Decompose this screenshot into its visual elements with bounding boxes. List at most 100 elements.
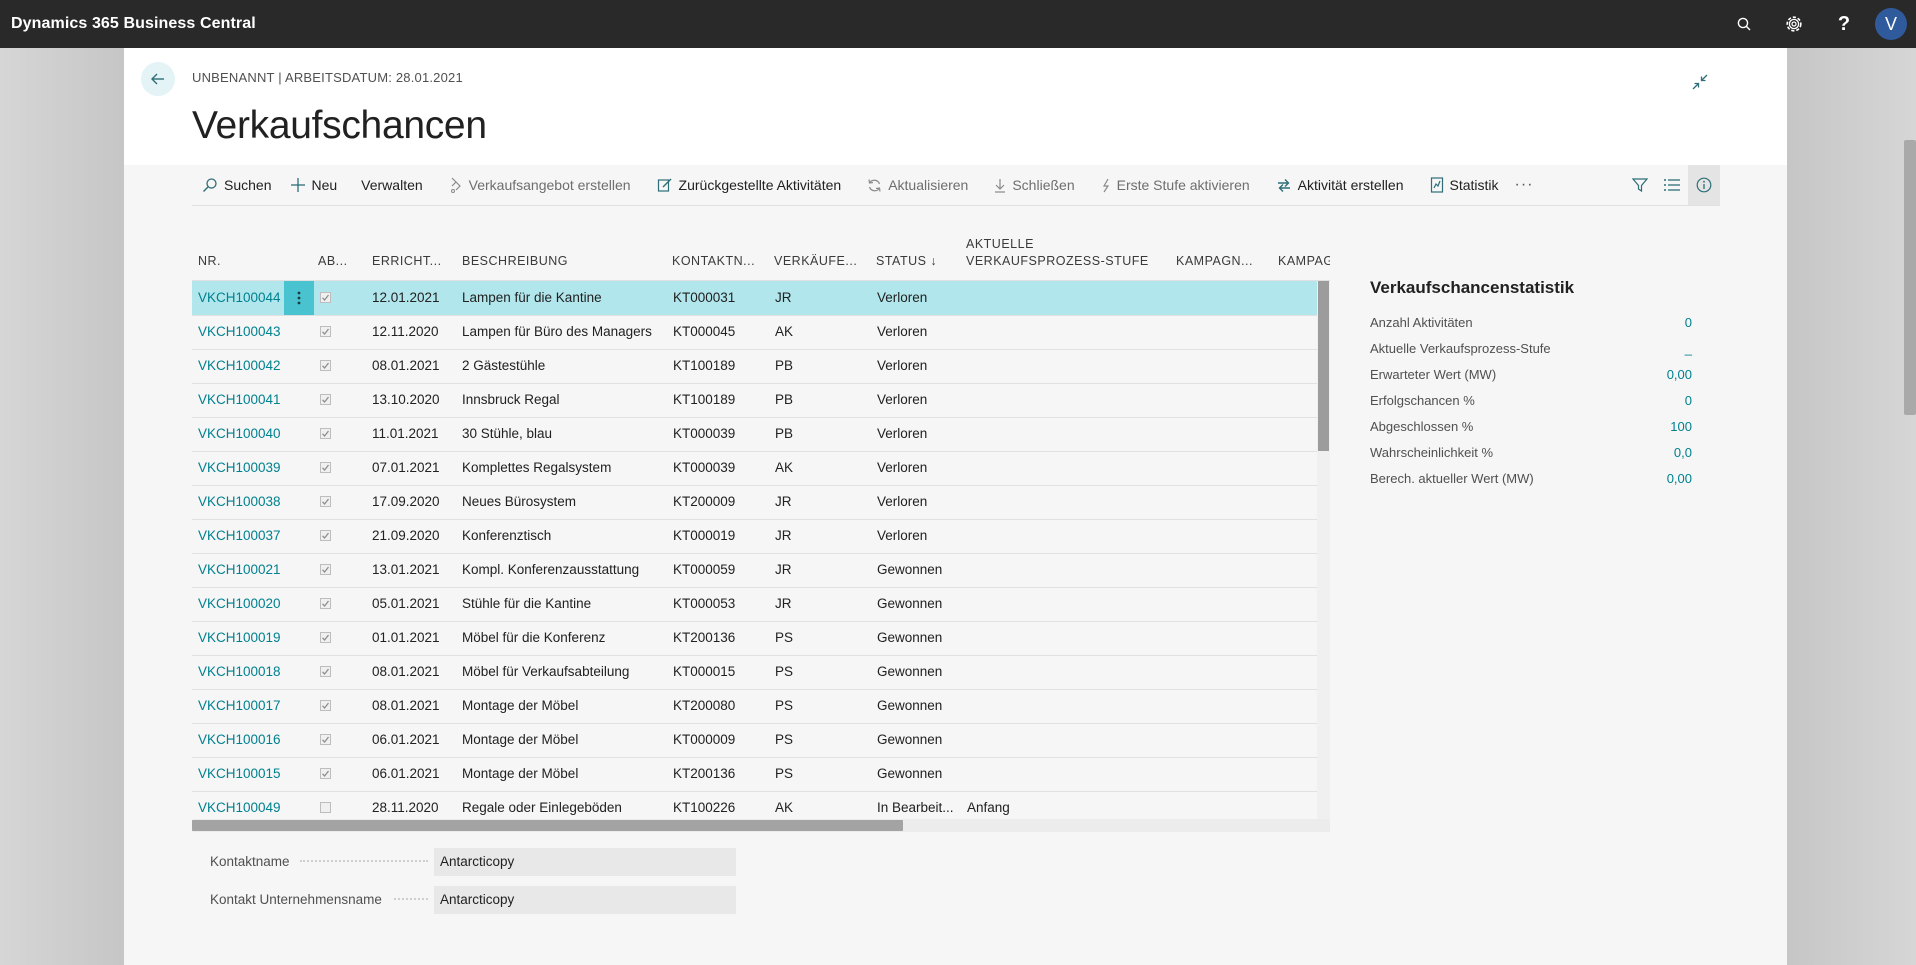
cell-opportunity-no-link[interactable]: VKCH100039: [198, 460, 281, 475]
contact-name-value[interactable]: Antarcticopy: [434, 848, 736, 876]
closed-checkbox[interactable]: [320, 564, 331, 575]
table-row[interactable]: VKCH100017 08.01.2021 Montage der Möbel KT2…: [192, 689, 1317, 724]
cell-opportunity-no-link[interactable]: VKCH100016: [198, 732, 281, 747]
cell-opportunity-no-link[interactable]: VKCH100019: [198, 630, 281, 645]
cell-opportunity-no-link[interactable]: VKCH100021: [198, 562, 281, 577]
cell-opportunity-no-link[interactable]: VKCH100037: [198, 528, 281, 543]
contact-company-value[interactable]: Antarcticopy: [434, 886, 736, 914]
table-row[interactable]: VKCH100041 13.10.2020 Innsbruck Regal KT100…: [192, 383, 1317, 418]
cell-status: Gewonnen: [877, 562, 943, 577]
table-row[interactable]: VKCH100021 13.01.2021 Kompl. Konferenzauss…: [192, 553, 1317, 588]
close-action[interactable]: Schließen: [978, 165, 1084, 205]
table-horizontal-scrollbar[interactable]: [192, 820, 903, 831]
cell-created-date: 08.01.2021: [372, 358, 440, 373]
cell-opportunity-no-link[interactable]: VKCH100041: [198, 392, 281, 407]
cell-opportunity-no-link[interactable]: VKCH100017: [198, 698, 281, 713]
create-quote-action[interactable]: Verkaufsangebot erstellen: [433, 165, 641, 205]
settings-gear-icon[interactable]: [1769, 0, 1819, 48]
table-row[interactable]: VKCH100038 17.09.2020 Neues Bürosystem KT20…: [192, 485, 1317, 520]
help-icon[interactable]: ?: [1819, 0, 1869, 48]
collapse-button[interactable]: [1687, 69, 1713, 95]
cell-opportunity-no-link[interactable]: VKCH100042: [198, 358, 281, 373]
table-row[interactable]: VKCH100049 28.11.2020 Regale oder Einlegeb…: [192, 791, 1317, 819]
table-row[interactable]: VKCH100042 08.01.2021 2 Gästestühle KT10018…: [192, 349, 1317, 384]
closed-checkbox[interactable]: [320, 530, 331, 541]
closed-checkbox[interactable]: [320, 632, 331, 643]
table-row[interactable]: VKCH100037 21.09.2020 Konferenztisch KT0000…: [192, 519, 1317, 554]
column-header-campaign[interactable]: KAMPAGN...: [1176, 254, 1254, 268]
cell-created-date: 17.09.2020: [372, 494, 440, 509]
list-view-button[interactable]: [1656, 165, 1688, 205]
closed-checkbox[interactable]: [320, 666, 331, 677]
factbox-item-value[interactable]: 0,00: [1666, 471, 1692, 486]
column-header-campaign-2[interactable]: KAMPAGNE: [1278, 254, 1330, 268]
cell-opportunity-no-link[interactable]: VKCH100018: [198, 664, 281, 679]
row-actions-button[interactable]: [284, 281, 314, 315]
column-header-nr[interactable]: NR.: [198, 254, 222, 268]
check-icon: [322, 634, 330, 641]
column-header-closed[interactable]: AB...: [318, 254, 348, 268]
table-row[interactable]: VKCH100039 07.01.2021 Komplettes Regalsyst…: [192, 451, 1317, 486]
postponed-activities-action[interactable]: Zurückgestellte Aktivitäten: [641, 165, 852, 205]
closed-checkbox[interactable]: [320, 700, 331, 711]
check-icon: [322, 702, 330, 709]
closed-checkbox[interactable]: [320, 292, 331, 303]
closed-checkbox[interactable]: [320, 326, 331, 337]
cell-opportunity-no-link[interactable]: VKCH100038: [198, 494, 281, 509]
column-header-stage[interactable]: AKTUELLE VERKAUFSPROZESS-STUFE: [966, 236, 1149, 270]
closed-checkbox[interactable]: [320, 734, 331, 745]
factbox-toggle-button[interactable]: [1688, 165, 1720, 205]
factbox-item-value[interactable]: 0: [1684, 393, 1692, 408]
factbox-item-value[interactable]: 0,00: [1666, 367, 1692, 382]
closed-checkbox[interactable]: [320, 428, 331, 439]
user-avatar[interactable]: V: [1875, 8, 1907, 40]
table-row[interactable]: VKCH100016 06.01.2021 Montage der Möbel KT0…: [192, 723, 1317, 758]
more-actions-button[interactable]: ···: [1514, 176, 1534, 193]
filter-button[interactable]: [1624, 165, 1656, 205]
update-action[interactable]: Aktualisieren: [851, 165, 978, 205]
closed-checkbox[interactable]: [320, 768, 331, 779]
new-action[interactable]: Neu: [281, 165, 347, 205]
page-scrollbar[interactable]: [1904, 140, 1916, 415]
cell-opportunity-no-link[interactable]: VKCH100044: [198, 290, 281, 305]
factbox-item-value[interactable]: 0,0: [1673, 445, 1692, 460]
closed-checkbox[interactable]: [320, 360, 331, 371]
factbox-item-value[interactable]: _: [1684, 341, 1692, 356]
create-activity-action[interactable]: Aktivität erstellen: [1260, 165, 1414, 205]
closed-checkbox[interactable]: [320, 598, 331, 609]
table-row[interactable]: VKCH100040 11.01.2021 30 Stühle, blau KT000…: [192, 417, 1317, 452]
table-row[interactable]: VKCH100020 05.01.2021 Stühle für die Kanti…: [192, 587, 1317, 622]
table-row[interactable]: VKCH100043 12.11.2020 Lampen für Büro des …: [192, 315, 1317, 350]
table-row[interactable]: VKCH100018 08.01.2021 Möbel für Verkaufsab…: [192, 655, 1317, 690]
table-row[interactable]: VKCH100044 12.01.2021 Lampen für die Kanti…: [192, 281, 1317, 316]
statistics-action[interactable]: Statistik: [1414, 165, 1509, 205]
closed-checkbox[interactable]: [320, 462, 331, 473]
table-row[interactable]: VKCH100015 06.01.2021 Montage der Möbel KT2…: [192, 757, 1317, 792]
column-header-salesperson[interactable]: VERKÄUFE...: [774, 254, 858, 268]
factbox-item-value[interactable]: 100: [1670, 419, 1692, 434]
column-header-created[interactable]: ERRICHT...: [372, 254, 442, 268]
factbox-item-value[interactable]: 0: [1684, 315, 1692, 330]
closed-checkbox[interactable]: [320, 802, 331, 813]
cell-opportunity-no-link[interactable]: VKCH100040: [198, 426, 281, 441]
manage-menu[interactable]: Verwalten: [347, 165, 432, 205]
cell-opportunity-no-link[interactable]: VKCH100020: [198, 596, 281, 611]
table-vertical-scrollbar[interactable]: [1318, 281, 1329, 451]
column-header-description[interactable]: BESCHREIBUNG: [462, 254, 569, 268]
back-button[interactable]: [141, 62, 175, 96]
cell-opportunity-no-link[interactable]: VKCH100043: [198, 324, 281, 339]
table-row[interactable]: VKCH100019 01.01.2021 Möbel für die Konfer…: [192, 621, 1317, 656]
column-header-status[interactable]: STATUS ↓: [876, 254, 938, 268]
statistics-action-label: Statistik: [1449, 177, 1499, 193]
cell-description: Regale oder Einlegeböden: [462, 800, 622, 815]
column-header-contact-no[interactable]: KONTAKTN...: [672, 254, 756, 268]
search-action[interactable]: Suchen: [192, 165, 281, 205]
closed-checkbox[interactable]: [320, 496, 331, 507]
cell-opportunity-no-link[interactable]: VKCH100015: [198, 766, 281, 781]
activate-first-stage-action[interactable]: Erste Stufe aktivieren: [1085, 165, 1260, 205]
cell-created-date: 11.01.2021: [372, 426, 439, 441]
cell-opportunity-no-link[interactable]: VKCH100049: [198, 800, 281, 815]
search-icon[interactable]: [1719, 0, 1769, 48]
cell-created-date: 08.01.2021: [372, 698, 440, 713]
closed-checkbox[interactable]: [320, 394, 331, 405]
